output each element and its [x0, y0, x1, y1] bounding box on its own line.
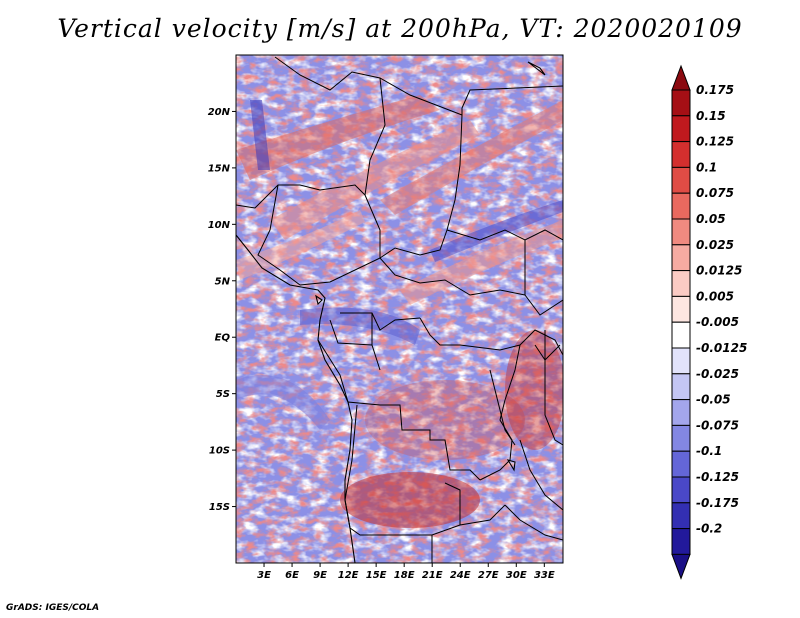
colorbar-label: 0.075: [696, 186, 734, 200]
lat-tick-label: 20N: [208, 107, 231, 118]
colorbar-under-arrow: [671, 553, 691, 580]
colorbar-swatch: [671, 373, 691, 401]
lon-tick-label: 24E: [450, 570, 471, 581]
colorbar-swatch: [671, 141, 691, 168]
grads-credit: GrADS: IGES/COLA: [6, 603, 100, 613]
lat-tick-label: 5N: [215, 276, 231, 287]
colorbar-label: 0.1: [696, 160, 717, 174]
lon-tick-label: 12E: [338, 570, 359, 581]
colorbar-label: -0.125: [696, 470, 739, 484]
country-borders: [236, 56, 563, 563]
colorbar-swatch: [671, 89, 691, 117]
colorbar-swatch: [671, 399, 691, 426]
colorbar-swatch: [671, 424, 691, 452]
lat-tick-label: EQ: [215, 333, 231, 344]
colorbar-label: 0.15: [696, 109, 726, 123]
colorbar-swatch: [671, 115, 691, 143]
lat-tick-label: 5S: [216, 389, 230, 400]
colorbar-label: -0.0125: [696, 341, 747, 355]
lon-tick-label: 9E: [313, 570, 327, 581]
colorbar-swatch: [671, 476, 691, 504]
lat-tick-label: 10S: [209, 446, 230, 457]
lat-tick-label: 15S: [209, 502, 230, 513]
colorbar-label: 0.0125: [696, 264, 742, 278]
velocity-field: [236, 55, 563, 563]
colorbar-label: -0.025: [696, 367, 739, 381]
colorbar-swatch: [671, 166, 691, 194]
colorbar-label: 0.025: [696, 238, 734, 252]
colorbar-label: -0.1: [696, 444, 722, 458]
colorbar-swatch: [671, 528, 691, 555]
map-title: Vertical velocity [m/s] at 200hPa, VT: 2…: [57, 14, 743, 43]
longitude-axis: 3E 6E 9E 12E 15E 18E 21E 24E 27E 30E 33E: [257, 563, 555, 581]
colorbar-swatch: [671, 347, 691, 375]
convective-cluster-drc: [365, 380, 525, 460]
colorbar-label: -0.2: [696, 522, 722, 536]
colorbar-over-arrow: [671, 64, 691, 91]
lat-tick-label: 15N: [208, 163, 231, 174]
colorbar-label: -0.05: [696, 393, 731, 407]
colorbar-label: -0.175: [696, 496, 739, 510]
colorbar-swatch: [671, 218, 691, 246]
lon-tick-label: 30E: [506, 570, 527, 581]
coastline: [236, 61, 546, 563]
colorbar-swatch: [671, 244, 691, 272]
convective-cluster-angola: [340, 472, 480, 528]
colorbar-label: -0.005: [696, 315, 739, 329]
colorbar-label: 0.05: [696, 212, 726, 226]
colorbar-swatch: [671, 502, 691, 530]
lon-tick-label: 27E: [478, 570, 499, 581]
lat-tick-label: 10N: [208, 220, 231, 231]
lon-tick-label: 21E: [422, 570, 443, 581]
colorbar-label: -0.075: [696, 418, 739, 432]
convective-cluster-east: [505, 330, 563, 450]
latitude-axis: 20N 15N 10N 5N EQ 5S 10S 15S: [208, 107, 236, 513]
lon-tick-label: 3E: [257, 570, 271, 581]
colorbar-label: 0.125: [696, 135, 734, 149]
colorbar-swatch: [671, 270, 691, 297]
colorbar-label: 0.005: [696, 289, 734, 303]
colorbar-swatch: [671, 295, 691, 323]
lon-tick-label: 15E: [366, 570, 387, 581]
colorbar: 0.175 0.15 0.125 0.1 0.075 0.05 0.025 0.0125 0.0…: [671, 64, 747, 580]
colorbar-swatch: [671, 321, 691, 349]
lon-tick-label: 6E: [285, 570, 299, 581]
downdraft-bands: [236, 100, 563, 430]
lon-tick-label: 18E: [394, 570, 415, 581]
colorbar-label: 0.175: [696, 83, 734, 97]
map-frame: [235, 54, 564, 564]
updraft-bands: [236, 95, 563, 305]
colorbar-swatch: [671, 450, 691, 478]
lon-tick-label: 33E: [534, 570, 555, 581]
colorbar-swatch: [671, 192, 691, 220]
